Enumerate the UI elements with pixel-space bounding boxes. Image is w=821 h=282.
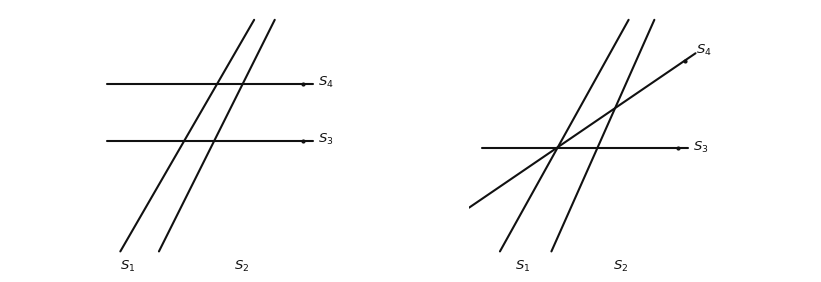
Text: $S_1$: $S_1$ — [516, 259, 531, 274]
Text: $S_3$: $S_3$ — [319, 132, 334, 147]
Text: $S_2$: $S_2$ — [233, 259, 249, 274]
Text: $S_3$: $S_3$ — [693, 140, 709, 155]
Text: $S_2$: $S_2$ — [613, 259, 629, 274]
Text: $S_4$: $S_4$ — [695, 43, 711, 58]
Text: $S_4$: $S_4$ — [319, 75, 334, 91]
Text: $S_1$: $S_1$ — [121, 259, 135, 274]
